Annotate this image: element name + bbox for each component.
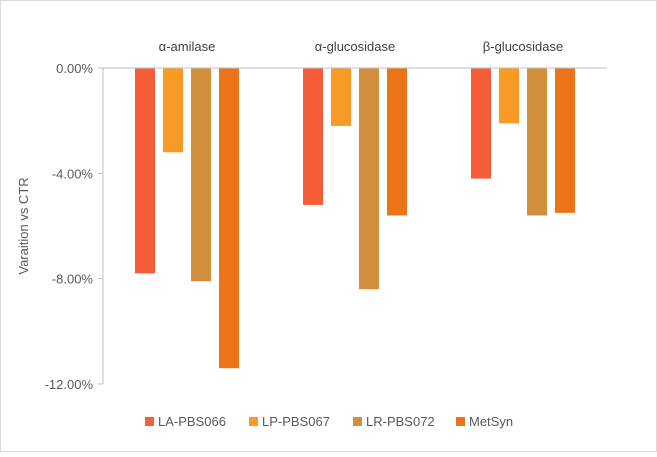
y-tick-label: -8.00%: [52, 272, 94, 287]
bars-layer: [135, 68, 575, 369]
legend-label: LR-PBS072: [366, 414, 435, 429]
legend-label: MetSyn: [469, 414, 513, 429]
bar: [471, 68, 491, 179]
y-tick-label: -12.00%: [45, 377, 94, 392]
bar: [191, 68, 211, 282]
legend-swatch: [456, 417, 465, 426]
axis-layer: α-amilase α-glucosidase β-glucosidase 0.00%…: [45, 39, 607, 392]
category-label: α-amilase: [159, 39, 216, 54]
bar: [219, 68, 239, 369]
legend: LA-PBS066 LP-PBS067 LR-PBS072 MetSyn: [145, 414, 513, 429]
bar: [499, 68, 519, 124]
category-label: β-glucosidase: [483, 39, 563, 54]
bar: [527, 68, 547, 216]
bar: [359, 68, 379, 290]
bar: [303, 68, 323, 205]
category-label: α-glucosidase: [315, 39, 396, 54]
bar: [331, 68, 351, 126]
legend-label: LA-PBS066: [158, 414, 226, 429]
legend-swatch: [249, 417, 258, 426]
legend-swatch: [145, 417, 154, 426]
y-axis-label: Varaition vs CTR: [16, 177, 31, 274]
bar: [163, 68, 183, 153]
legend-label: LP-PBS067: [262, 414, 330, 429]
legend-swatch: [353, 417, 362, 426]
y-tick-label: 0.00%: [56, 61, 93, 76]
bar: [135, 68, 155, 274]
bar: [555, 68, 575, 213]
y-tick-label: -4.00%: [52, 166, 94, 181]
bar: [387, 68, 407, 216]
